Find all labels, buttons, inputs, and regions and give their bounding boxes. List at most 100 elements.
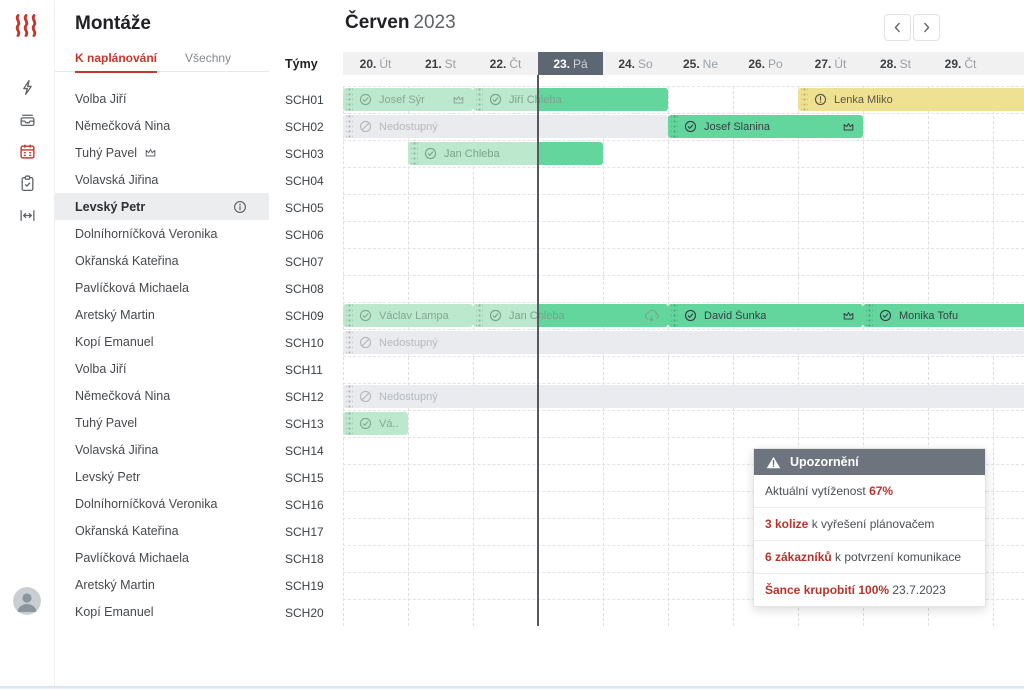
person-name: Aretský Martin <box>75 307 155 322</box>
schedule-bar-jan-chleba[interactable]: Jan Chleba <box>408 142 603 165</box>
grid-row-line <box>343 140 1024 141</box>
schedule-bar-nedostupny[interactable]: Nedostupný <box>343 331 1024 354</box>
sidebar-person-levsky-petr[interactable]: Levský Petr <box>55 463 269 490</box>
blocked-circle-icon <box>359 120 372 133</box>
sidebar-person-dolnihornickova-veronika[interactable]: Dolníhorníčková Veronika <box>55 220 269 247</box>
tray-icon[interactable] <box>19 111 37 129</box>
calendar-icon[interactable] <box>19 143 37 161</box>
info-circle-icon[interactable] <box>233 200 247 214</box>
sidebar-person-dolnihornickova-veronika[interactable]: Dolníhorníčková Veronika <box>55 490 269 517</box>
schedule-bar-jiri-chleba[interactable]: Jiří Chleba <box>473 88 668 111</box>
sidebar-person-kopi-emanuel[interactable]: Kopí Emanuel <box>55 328 269 355</box>
grid-row-line <box>343 464 1024 465</box>
sidebar-person-nemeckova-nina[interactable]: Němečková Nina <box>55 382 269 409</box>
bar-drag-handle[interactable] <box>346 304 353 327</box>
bar-label: David Šunka <box>704 309 767 322</box>
sidebar-person-volavska-jirina[interactable]: Volavská Jiřina <box>55 166 269 193</box>
grid-row-line <box>343 194 1024 195</box>
sidebar-person-tuhy-pavel[interactable]: Tuhý Pavel <box>55 409 269 436</box>
grid-row-line <box>343 275 1024 276</box>
alert-circle-icon <box>814 93 827 106</box>
sidebar-person-aretsky-martin[interactable]: Aretský Martin <box>55 571 269 598</box>
person-name: Tuhý Pavel <box>75 145 138 160</box>
bar-label: Josef Sýr <box>379 93 425 106</box>
bar-drag-handle[interactable] <box>671 115 678 138</box>
person-name: Němečková Nina <box>75 118 171 133</box>
flash-icon[interactable] <box>19 79 37 97</box>
person-name: Dolníhorníčková Veronika <box>75 496 218 511</box>
sidebar-person-volavska-jirina[interactable]: Volavská Jiřina <box>55 436 269 463</box>
bar-drag-handle[interactable] <box>346 115 353 138</box>
main-panel: Červen 2023 Týmy 20. Út 21. St 22. Čt 23. Pá 24. S… <box>269 0 1024 689</box>
sidebar-person-aretsky-martin[interactable]: Aretský Martin <box>55 301 269 328</box>
bar-drag-handle[interactable] <box>346 88 353 111</box>
next-period-button[interactable] <box>913 14 940 41</box>
schedule-bar-lenka-mliko[interactable]: Lenka Mliko <box>798 88 1024 111</box>
tab-vsechny[interactable]: Všechny <box>185 51 232 65</box>
schedule-bar-david-sunka[interactable]: David Šunka <box>668 304 863 327</box>
sidebar-person-nemeckova-nina[interactable]: Němečková Nina <box>55 112 269 139</box>
bar-drag-handle[interactable] <box>346 412 353 435</box>
bar-drag-handle[interactable] <box>476 304 483 327</box>
bar-label: Nedostupný <box>379 390 438 403</box>
day-header-23-pa: 23. Pá <box>538 52 603 75</box>
schedule-bar-josef-slanina[interactable]: Josef Slanina <box>668 115 863 138</box>
grid-row-line <box>343 113 1024 114</box>
grid-row-line <box>343 221 1024 222</box>
grid-row-line <box>343 356 1024 357</box>
bar-drag-handle[interactable] <box>801 88 808 111</box>
bar-label: Nedostupný <box>379 120 438 133</box>
sidebar-person-pavlickova-michaela[interactable]: Pavlíčková Michaela <box>55 544 269 571</box>
tab-k-naplanovani[interactable]: K naplánování <box>75 51 158 73</box>
team-row-label-sch12: SCH12 <box>285 389 324 404</box>
clipboard-check-icon[interactable] <box>19 175 37 193</box>
team-row-label-sch01: SCH01 <box>285 92 324 107</box>
day-header-22-ct: 22. Čt <box>489 56 522 71</box>
bar-label: Václav Lampa <box>379 309 449 322</box>
sidebar-person-okranska-katerina[interactable]: Okřanská Kateřina <box>55 247 269 274</box>
team-row-label-sch20: SCH20 <box>285 605 324 620</box>
day-header-26-po: 26. Po <box>748 56 783 71</box>
schedule-bar-vaclav-lampa[interactable]: Václav Lampa <box>343 304 473 327</box>
check-circle-icon <box>424 147 437 160</box>
blocked-circle-icon <box>359 336 372 349</box>
grid-row-line <box>343 545 1024 546</box>
sidebar-tabs: K naplánování Všechny <box>55 51 269 73</box>
day-header-27-ut: 27. Út <box>814 56 847 71</box>
sidebar-person-volba-jiri[interactable]: Volba Jiří <box>55 85 269 112</box>
bar-drag-handle[interactable] <box>346 331 353 354</box>
schedule-bar-josef-syr[interactable]: Josef Sýr <box>343 88 473 111</box>
person-name: Pavlíčková Michaela <box>75 550 189 565</box>
sidebar-person-tuhy-pavel[interactable]: Tuhý Pavel <box>55 139 269 166</box>
sidebar-person-kopi-emanuel[interactable]: Kopí Emanuel <box>55 598 269 625</box>
prev-period-button[interactable] <box>884 14 911 41</box>
bar-drag-handle[interactable] <box>476 88 483 111</box>
check-circle-icon <box>359 93 372 106</box>
warning-triangle-icon <box>766 456 781 469</box>
team-row-label-sch07: SCH07 <box>285 254 324 269</box>
schedule-bar-nedostupny[interactable]: Nedostupný <box>343 115 668 138</box>
check-circle-icon <box>359 417 372 430</box>
sidebar-person-okranska-katerina[interactable]: Okřanská Kateřina <box>55 517 269 544</box>
popup-stat: Aktuální vytíženost 67% <box>765 484 894 498</box>
sidebar-person-levsky-petr[interactable]: Levský Petr <box>55 193 269 220</box>
grid-row-line <box>343 383 1024 384</box>
bar-drag-handle[interactable] <box>346 385 353 408</box>
user-avatar[interactable] <box>13 587 41 615</box>
bar-drag-handle[interactable] <box>411 142 418 165</box>
bar-drag-handle[interactable] <box>866 304 873 327</box>
bar-drag-handle[interactable] <box>671 304 678 327</box>
bar-label: Jiří Chleba <box>509 93 562 106</box>
person-name: Levský Petr <box>75 199 146 214</box>
team-row-label-sch02: SCH02 <box>285 119 324 134</box>
sidebar-person-pavlickova-michaela[interactable]: Pavlíčková Michaela <box>55 274 269 301</box>
schedule-bar-monika-tofu[interactable]: Monika Tofu <box>863 304 1024 327</box>
schedule-bar-nedostupny[interactable]: Nedostupný <box>343 385 1024 408</box>
person-name: Kopí Emanuel <box>75 604 154 619</box>
people-list: Volba Jiří Němečková Nina Tuhý Pavel Volavs… <box>55 85 269 625</box>
schedule-bar-va[interactable]: Vá.. <box>343 412 408 435</box>
resize-horizontal-icon[interactable] <box>19 207 37 225</box>
team-row-label-sch15: SCH15 <box>285 470 324 485</box>
schedule-bar-jan-chleba[interactable]: Jan Chleba <box>473 304 668 327</box>
sidebar-person-volba-jiri[interactable]: Volba Jiří <box>55 355 269 382</box>
